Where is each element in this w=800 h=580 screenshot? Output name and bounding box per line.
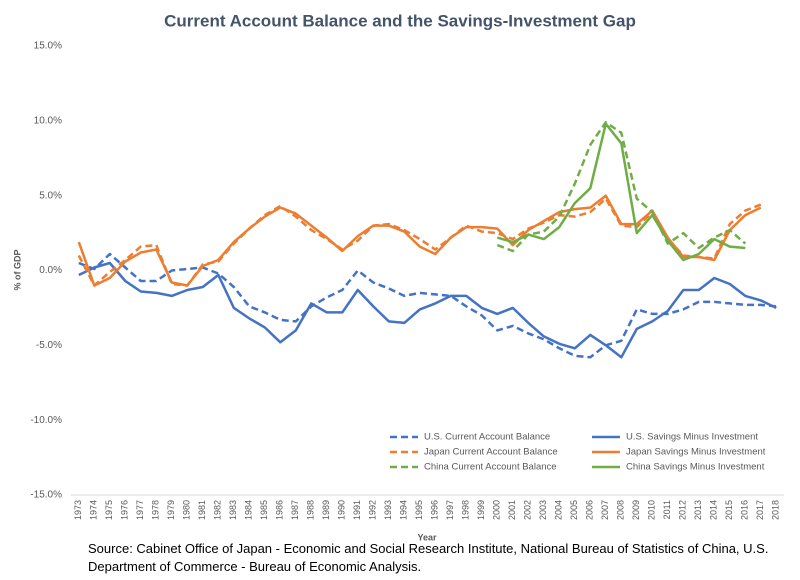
x-tick-label: 1977: [135, 500, 145, 520]
x-tick-label: 2006: [585, 500, 595, 520]
x-tick-label: 2018: [771, 500, 781, 520]
x-tick-label: 2005: [569, 500, 579, 520]
x-tick-label: 2012: [678, 500, 688, 520]
series-line: [496, 121, 747, 253]
x-tick-label: 2016: [740, 500, 750, 520]
x-tick-label: 2001: [507, 500, 517, 520]
x-tick-label: 2000: [492, 500, 502, 520]
x-tick-label: 1991: [352, 500, 362, 520]
x-tick-label: 1993: [383, 500, 393, 520]
x-tick-label: 1980: [182, 500, 192, 520]
y-axis-label: % of GDP: [12, 249, 22, 290]
legend-label: Japan Savings Minus Investment: [626, 447, 766, 458]
series-line: [78, 261, 777, 359]
x-tick-label: 1979: [166, 500, 176, 520]
x-tick-label: 1984: [244, 500, 254, 520]
legend-label: U.S. Current Account Balance: [424, 432, 550, 443]
x-tick-label: 2015: [724, 500, 734, 520]
legend-label: Japan Current Account Balance: [424, 447, 558, 458]
y-tick-label: 0.0%: [39, 265, 62, 276]
x-tick-label: 1992: [368, 500, 378, 520]
x-tick-label: 2014: [709, 500, 719, 520]
x-tick-label: 2007: [600, 500, 610, 520]
x-tick-label: 2004: [554, 500, 564, 520]
series-line: [78, 252, 777, 359]
x-tick-label: 1996: [430, 500, 440, 520]
x-tick-label: 2011: [662, 500, 672, 519]
source-note: Source: Cabinet Office of Japan - Econom…: [88, 541, 769, 574]
x-tick-label: 1981: [197, 500, 207, 520]
y-tick-label: -5.0%: [36, 340, 62, 351]
x-axis-label: Year: [417, 532, 437, 542]
x-tick-label: 1983: [228, 500, 238, 520]
x-tick-label: 2003: [538, 500, 548, 520]
x-tick-label: 1976: [120, 500, 130, 520]
y-tick-label: -15.0%: [30, 490, 62, 501]
x-tick-label: 1985: [259, 500, 269, 520]
x-tick-label: 1989: [321, 500, 331, 520]
x-tick-label: 2013: [693, 500, 703, 520]
x-tick-label: 2009: [631, 500, 641, 520]
x-tick-label: 1997: [445, 500, 455, 520]
x-tick-label: 1986: [275, 500, 285, 520]
x-tick-label: 1987: [290, 500, 300, 520]
x-tick-label: 1973: [73, 500, 83, 520]
x-tick-label: 1990: [337, 500, 347, 520]
x-tick-label: 2002: [523, 500, 533, 520]
series-line: [77, 197, 762, 287]
x-tick-label: 1998: [461, 500, 471, 520]
x-tick-label: 1999: [476, 500, 486, 520]
legend-label: China Current Account Balance: [424, 462, 557, 473]
x-tick-label: 1995: [414, 500, 424, 520]
x-tick-label: 2017: [755, 500, 765, 520]
x-tick-label: 1974: [89, 500, 99, 520]
x-tick-label: 1988: [306, 500, 316, 520]
y-tick-label: -10.0%: [30, 415, 62, 426]
x-tick-label: 1982: [213, 500, 223, 520]
x-tick-label: 2008: [616, 500, 626, 520]
legend-label: China Savings Minus Investment: [626, 462, 765, 473]
series-line: [77, 194, 762, 287]
x-tick-label: 1975: [104, 500, 114, 520]
x-tick-label: 2010: [647, 500, 657, 520]
series-line: [496, 122, 746, 262]
legend-label: U.S. Savings Minus Investment: [626, 432, 758, 443]
y-tick-label: 10.0%: [34, 115, 62, 126]
x-tick-label: 1994: [399, 500, 409, 520]
chart-title: Current Account Balance and the Savings-…: [164, 11, 636, 30]
y-tick-label: 5.0%: [39, 190, 62, 201]
x-tick-label: 1978: [151, 500, 161, 520]
y-tick-label: 15.0%: [34, 41, 62, 52]
